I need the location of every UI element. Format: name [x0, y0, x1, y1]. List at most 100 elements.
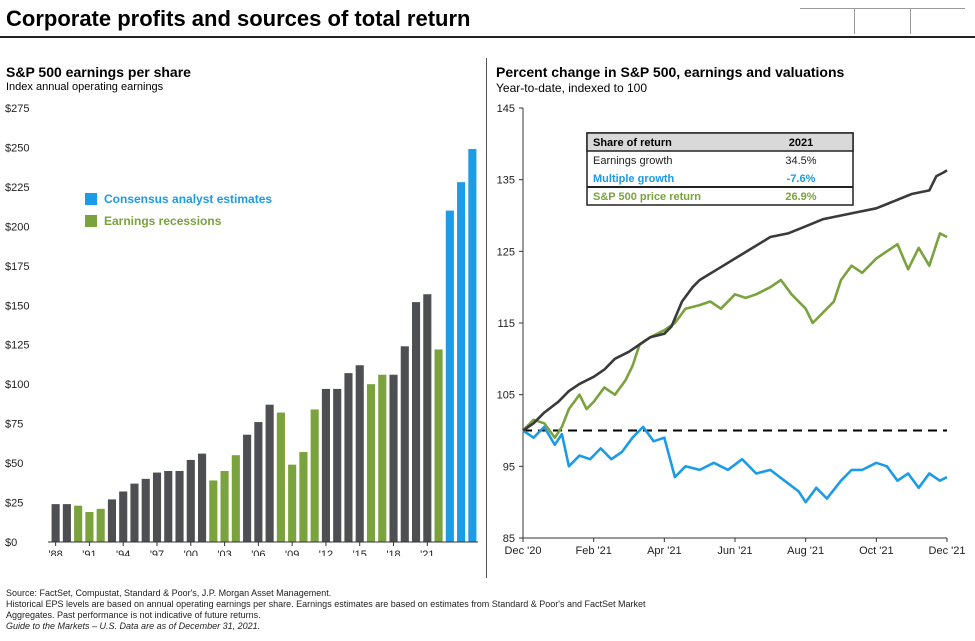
x-tick-label: '88	[48, 549, 62, 556]
x-tick-label: '09	[285, 549, 299, 556]
y-tick-label: 115	[497, 318, 515, 330]
x-tick-label: '97	[150, 549, 164, 556]
y-tick-label: $175	[5, 261, 29, 273]
bar-actual	[51, 504, 60, 542]
right-panel-title: Percent change in S&P 500, earnings and …	[496, 64, 845, 80]
x-tick-label: '18	[386, 549, 400, 556]
bar-actual	[265, 404, 274, 542]
nav-box	[909, 8, 965, 34]
y-tick-label: $100	[5, 379, 29, 391]
footer-guide: Guide to the Markets – U.S. Data are as …	[6, 621, 261, 631]
x-tick-label: Apr '21	[647, 545, 682, 557]
legend-swatch-estimate	[85, 193, 97, 205]
bar-actual	[152, 472, 162, 542]
return-table-row-value: 34.5%	[785, 155, 816, 167]
footer-note: Historical EPS levels are based on annua…	[6, 599, 646, 609]
bar-estimate	[457, 182, 466, 542]
right-panel-subtitle: Year-to-date, indexed to 100	[496, 81, 648, 95]
title-rule	[0, 36, 975, 38]
bar-actual	[62, 504, 71, 542]
y-tick-label: 105	[497, 390, 515, 402]
x-tick-label: '94	[116, 549, 130, 556]
bar-actual	[175, 470, 184, 542]
return-table-row-label: Earnings growth	[593, 155, 673, 167]
bar-estimate	[468, 149, 477, 543]
x-tick-label: '21	[420, 549, 434, 556]
bar-recession	[220, 470, 229, 542]
bar-recession	[366, 384, 376, 542]
x-tick-label: '15	[353, 549, 367, 556]
bar-actual	[130, 483, 139, 542]
footer-source: Source: FactSet, Compustat, Standard & P…	[6, 588, 332, 598]
bar-actual	[355, 365, 364, 542]
bar-actual	[400, 346, 409, 542]
y-tick-label: 145	[497, 103, 515, 115]
y-tick-label: 85	[503, 533, 515, 545]
nav-box	[800, 8, 855, 34]
bar-recession	[276, 412, 285, 542]
bar-actual	[423, 294, 432, 542]
bar-actual	[333, 388, 342, 542]
y-tick-label: $125	[5, 340, 29, 352]
x-tick-label: '06	[251, 549, 265, 556]
x-tick-label: Dec '21	[929, 545, 966, 557]
left-panel-subtitle: Index annual operating earnings	[6, 81, 164, 93]
page-title: Corporate profits and sources of total r…	[6, 6, 471, 31]
panel-divider	[486, 58, 487, 578]
x-tick-label: '03	[217, 549, 231, 556]
y-tick-label: 95	[503, 461, 515, 473]
bar-actual	[141, 478, 150, 542]
y-tick-label: $150	[5, 300, 29, 312]
y-tick-label: 125	[497, 246, 515, 258]
y-tick-label: $275	[5, 103, 29, 115]
eps-bar-chart: $0 $25 $50 $75 $100 $125 $150 $175 $200 $225 $250 $…	[5, 103, 478, 556]
return-table-row-label: S&P 500 price return	[593, 191, 701, 203]
bar-recession	[310, 409, 319, 542]
bar-actual	[321, 388, 331, 542]
y-tick-label: $75	[5, 419, 23, 431]
series-line-s-p-500-price-return	[522, 169, 948, 432]
x-tick-label: Dec '20	[505, 545, 542, 557]
return-table-row-label: Multiple growth	[593, 173, 675, 185]
x-tick-label: Feb '21	[575, 545, 611, 557]
x-tick-label: Oct '21	[859, 545, 894, 557]
y-tick-label: $250	[5, 142, 29, 154]
bar-recession	[378, 374, 387, 542]
bar-actual	[344, 373, 353, 542]
bar-recession	[299, 452, 308, 542]
bar-actual	[107, 499, 117, 542]
bar-actual	[243, 434, 252, 542]
nav-boxes	[800, 8, 965, 34]
y-tick-label: $25	[5, 498, 23, 510]
bar-actual	[411, 302, 421, 542]
bar-recession	[85, 512, 94, 542]
bar-actual	[164, 470, 173, 542]
bar-recession	[209, 480, 218, 542]
x-tick-label: '12	[319, 549, 333, 556]
y-tick-label: $0	[5, 537, 17, 549]
bar-actual	[119, 491, 128, 542]
nav-box	[854, 8, 910, 34]
bar-actual	[186, 459, 195, 542]
bar-actual	[389, 374, 398, 542]
series-line-earnings-growth	[522, 232, 948, 440]
bar-recession	[96, 508, 105, 542]
return-table-header-label: Share of return	[593, 137, 672, 149]
x-tick-label: '00	[184, 549, 198, 556]
y-tick-label: $225	[5, 182, 29, 194]
y-tick-label: 135	[497, 175, 515, 187]
footer-note-cont: Aggregates. Past performance is not indi…	[6, 610, 261, 620]
bar-actual	[254, 422, 263, 542]
left-panel-title: S&P 500 earnings per share	[6, 64, 191, 80]
legend-label-recession: Earnings recessions	[104, 214, 222, 228]
footer: Source: FactSet, Compustat, Standard & P…	[6, 588, 966, 632]
return-table-row-value: -7.6%	[787, 173, 816, 185]
bar-recession	[434, 349, 443, 542]
legend-swatch-recession	[85, 215, 97, 227]
bar-recession	[74, 505, 83, 542]
bar-recession	[288, 464, 297, 542]
legend-label-estimate: Consensus analyst estimates	[104, 192, 272, 206]
bar-actual	[197, 453, 207, 542]
return-table-row-value: 26.9%	[785, 191, 816, 203]
x-tick-label: Aug '21	[787, 545, 824, 557]
